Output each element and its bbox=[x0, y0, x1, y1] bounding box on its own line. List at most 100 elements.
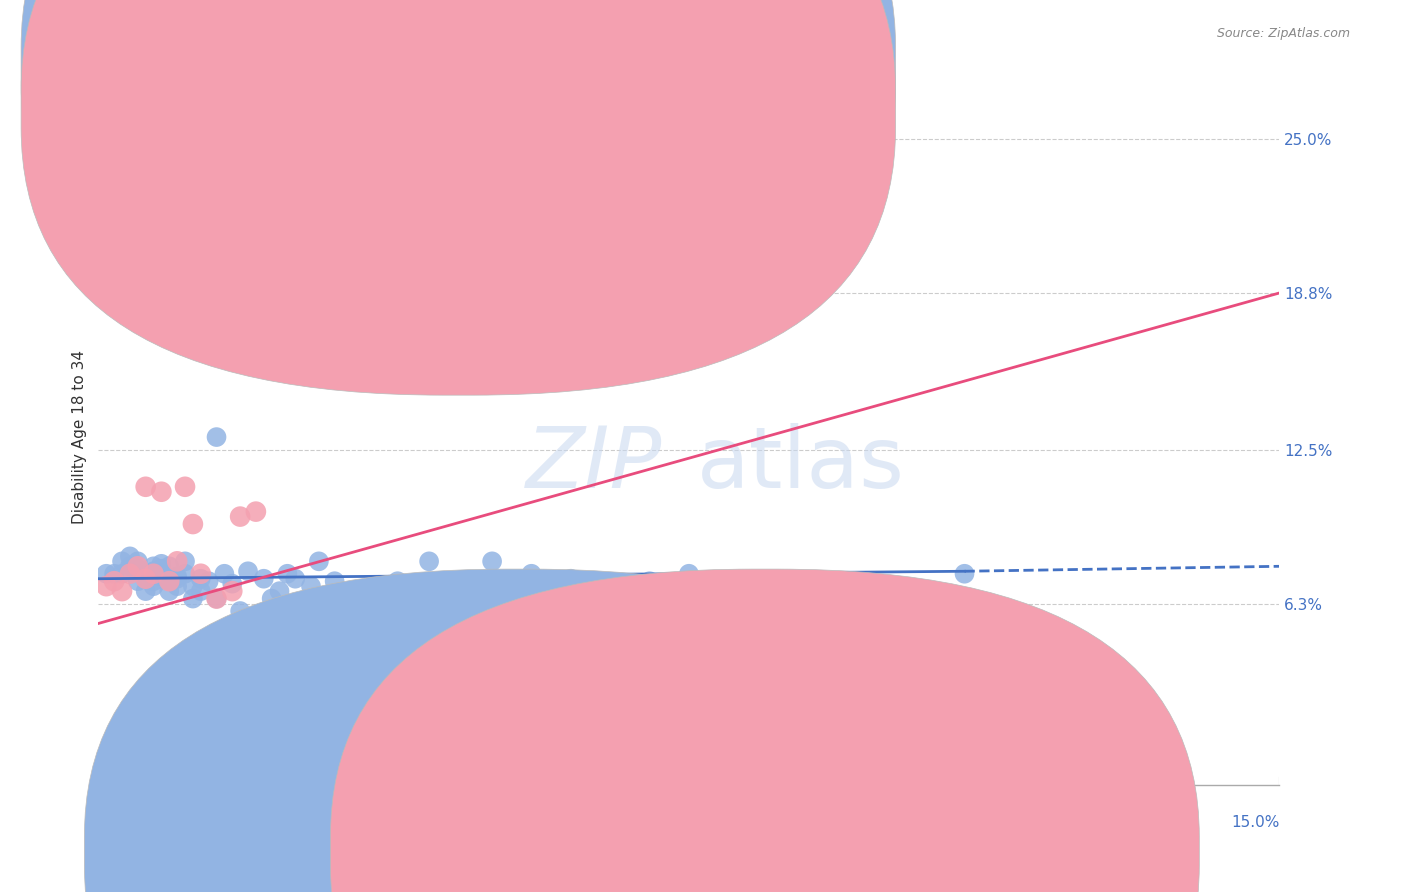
Point bbox=[197, 574, 219, 589]
Point bbox=[181, 579, 204, 593]
Point bbox=[150, 562, 173, 576]
Point bbox=[284, 597, 307, 611]
Point bbox=[756, 579, 779, 593]
Point bbox=[520, 566, 543, 581]
Point bbox=[387, 574, 409, 589]
Y-axis label: Disability Age 18 to 34: Disability Age 18 to 34 bbox=[72, 350, 87, 524]
Text: R =: R = bbox=[481, 57, 517, 75]
Point bbox=[135, 584, 157, 599]
Text: R =: R = bbox=[481, 100, 517, 118]
Point bbox=[717, 591, 740, 606]
Point bbox=[127, 562, 149, 576]
Point bbox=[135, 566, 157, 581]
Point bbox=[229, 604, 252, 618]
Point bbox=[111, 584, 134, 599]
Point bbox=[599, 231, 621, 245]
Point bbox=[560, 609, 582, 624]
Point bbox=[269, 584, 291, 599]
Point bbox=[323, 574, 346, 589]
Point bbox=[323, 616, 346, 631]
Point bbox=[157, 574, 180, 589]
Point bbox=[157, 574, 180, 589]
Point bbox=[142, 579, 165, 593]
Point bbox=[103, 566, 125, 581]
Point bbox=[638, 574, 661, 589]
Point bbox=[111, 566, 134, 581]
Point bbox=[796, 654, 818, 668]
Point bbox=[181, 591, 204, 606]
Text: ZIP: ZIP bbox=[526, 424, 662, 507]
Point bbox=[276, 566, 298, 581]
Point bbox=[135, 480, 157, 494]
Point bbox=[229, 509, 252, 524]
Point bbox=[174, 566, 197, 581]
Point bbox=[253, 572, 276, 586]
Point bbox=[363, 584, 385, 599]
Point bbox=[103, 574, 125, 589]
Point bbox=[308, 554, 330, 568]
Text: Source: ZipAtlas.com: Source: ZipAtlas.com bbox=[1216, 27, 1350, 40]
Text: 0.024: 0.024 bbox=[503, 57, 555, 75]
Point bbox=[118, 549, 141, 564]
Point bbox=[174, 480, 197, 494]
Point bbox=[402, 597, 425, 611]
Text: 15.0%: 15.0% bbox=[1232, 814, 1279, 830]
Point bbox=[953, 566, 976, 581]
Point bbox=[678, 566, 700, 581]
Point bbox=[245, 609, 267, 624]
Point bbox=[142, 574, 165, 589]
Point bbox=[339, 591, 361, 606]
Point bbox=[142, 566, 165, 581]
Point bbox=[205, 591, 228, 606]
Point bbox=[166, 554, 188, 568]
Point bbox=[402, 616, 425, 631]
Point bbox=[481, 554, 503, 568]
Point bbox=[174, 554, 197, 568]
Text: IMMIGRANTS FROM BELARUS VS IMMIGRANTS FROM CHILE DISABILITY AGE 18 TO 34 CORRELA: IMMIGRANTS FROM BELARUS VS IMMIGRANTS FR… bbox=[56, 27, 876, 42]
Point bbox=[166, 572, 188, 586]
Point bbox=[142, 559, 165, 574]
Point bbox=[205, 430, 228, 444]
Text: 25: 25 bbox=[581, 100, 603, 118]
Text: atlas: atlas bbox=[697, 424, 905, 507]
Point bbox=[835, 654, 858, 668]
Point bbox=[441, 629, 464, 643]
Point bbox=[190, 584, 212, 599]
Point bbox=[118, 559, 141, 574]
Point bbox=[284, 572, 307, 586]
Point bbox=[166, 579, 188, 593]
Point bbox=[214, 566, 236, 581]
Point bbox=[166, 569, 188, 583]
Point bbox=[260, 591, 283, 606]
Point bbox=[127, 554, 149, 568]
Point bbox=[135, 572, 157, 586]
Point bbox=[157, 559, 180, 574]
Point bbox=[190, 566, 212, 581]
Point bbox=[96, 566, 118, 581]
Point bbox=[150, 484, 173, 499]
Point bbox=[111, 554, 134, 568]
Point bbox=[418, 554, 440, 568]
Point bbox=[135, 572, 157, 586]
Point bbox=[127, 559, 149, 574]
Point bbox=[96, 579, 118, 593]
Point bbox=[221, 576, 243, 591]
Point bbox=[221, 584, 243, 599]
Text: Immigrants from Chile: Immigrants from Chile bbox=[783, 844, 955, 858]
Point bbox=[481, 335, 503, 350]
Point bbox=[299, 579, 322, 593]
Point bbox=[150, 569, 173, 583]
Text: Immigrants from Belarus: Immigrants from Belarus bbox=[537, 844, 728, 858]
Point bbox=[205, 591, 228, 606]
Text: 0.0%: 0.0% bbox=[98, 814, 138, 830]
Point bbox=[190, 572, 212, 586]
Text: N =: N = bbox=[558, 57, 595, 75]
Point bbox=[142, 564, 165, 578]
Point bbox=[157, 584, 180, 599]
Point bbox=[560, 572, 582, 586]
Point bbox=[127, 574, 149, 589]
Text: N =: N = bbox=[558, 100, 595, 118]
Point bbox=[150, 557, 173, 571]
Point bbox=[347, 599, 370, 613]
Point bbox=[245, 505, 267, 519]
